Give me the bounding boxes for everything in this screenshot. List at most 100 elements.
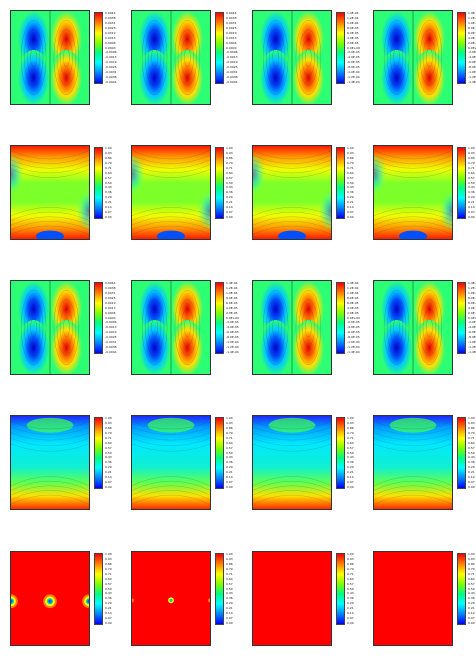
colorbar-tick-label: 0.0013 (105, 305, 116, 310)
colorbar-tick-label: 0.07 (347, 616, 354, 621)
colorbar-tick-label: -1.4E-04 (468, 80, 476, 84)
colorbar-tick-label: 0.43 (105, 455, 112, 460)
colorbar-tick-label: -0.0019 (105, 60, 117, 65)
colorbar-tick-label: -0.0038 (105, 345, 117, 350)
colorbar-tick-label: 0.21 (347, 470, 354, 475)
colorbar-tick-label: 0.00 (226, 215, 233, 219)
colorbar-tick-label: 0.0019 (226, 30, 237, 35)
colorbar-tick-label: 0.79 (105, 160, 112, 165)
colorbar-tick-label: -0.0019 (105, 330, 117, 335)
colorbar-tick-label: 0.0025 (105, 295, 116, 300)
colorbar-tick-label: 0.00 (468, 485, 475, 489)
colorbar-tick-label: 0.71 (347, 165, 354, 170)
contour-field (374, 552, 452, 645)
colorbar-tick-label: -2.0E-05 (468, 320, 476, 325)
colorbar-tick-label: -1.2E-04 (347, 75, 360, 80)
colorbar-tick-label: 0.14 (226, 475, 233, 480)
colorbar-legend (215, 147, 224, 219)
panel-r1-c1: 0.0044 0.0038 0.0031 0.0025 0.0019 0.0013 0.00… (10, 10, 122, 105)
colorbar-tick-label: 0.0000 (105, 45, 116, 50)
colorbar-tick-label: 1.2E-04 (347, 15, 359, 20)
contour-plot (373, 280, 453, 375)
panel-r2-c4: 1.00 0.93 0.86 0.79 0.71 0.64 0.57 0.50 0.43 0.36… (373, 145, 476, 240)
panel-r3-c4: 1.4E-041.2E-041.0E-048.0E-056.0E-054.0E-… (373, 280, 476, 375)
colorbar-legend (215, 282, 224, 354)
colorbar-tick-label: 0.71 (226, 435, 233, 440)
colorbar-tick-label: -8.0E-05 (226, 335, 239, 340)
contour-plot (252, 145, 332, 240)
colorbar-tick-label: 0.93 (468, 150, 475, 155)
colorbar-tick-label: 0.50 (226, 450, 233, 455)
colorbar-tick-label: 0.64 (347, 440, 354, 445)
colorbar-tick-label: 0.36 (347, 596, 354, 601)
colorbar-tick-label: 0.07 (347, 480, 354, 485)
colorbar-tick-label: 0.64 (105, 440, 112, 445)
colorbar-tick-label: 2.0E-05 (226, 310, 238, 315)
colorbar-legend (457, 282, 466, 354)
contour-field (253, 416, 331, 509)
colorbar-tick-label: -0.0044 (226, 80, 238, 84)
colorbar-tick-label: 0.43 (347, 455, 354, 460)
colorbar-tick-label: 0.36 (226, 460, 233, 465)
colorbar-tick-label: 0.43 (468, 455, 475, 460)
colorbar-tick-label: 0.00 (468, 215, 475, 219)
colorbar-tick-label: 0.21 (347, 200, 354, 205)
colorbar-tick-label: 1.00 (347, 146, 354, 150)
panel-r2-c2: 1.00 0.93 0.86 0.79 0.71 0.64 0.57 0.50 0.43 0.36… (131, 145, 243, 240)
colorbar-tick-label: 0.79 (347, 430, 354, 435)
colorbar-tick-label: 0.0031 (105, 20, 116, 25)
colorbar-tick-label: 0.64 (347, 576, 354, 581)
colorbar-tick-label: 0.71 (468, 435, 475, 440)
colorbar-tick-label: -1.4E-04 (347, 80, 360, 84)
colorbar-tick-label: -6.0E-05 (347, 330, 360, 335)
colorbar-tick-label: -4.0E-05 (347, 325, 360, 330)
colorbar-tick-label: 0.64 (347, 170, 354, 175)
colorbar-tick-label: -1.0E-04 (226, 340, 239, 345)
colorbar-tick-label: 0.43 (105, 591, 112, 596)
colorbar-tick-label: 0.79 (468, 430, 475, 435)
colorbar-tick-label: 0.07 (226, 210, 233, 215)
colorbar-tick-label: 0.57 (468, 581, 475, 586)
colorbar-tick-label: 0.93 (226, 420, 233, 425)
contour-plot (10, 415, 90, 510)
colorbar-tick-label: -4.0E-05 (468, 325, 476, 330)
colorbar-tick-label: 1.0E-04 (347, 290, 359, 295)
colorbar-legend (336, 147, 345, 219)
colorbar-tick-label: 0.21 (468, 470, 475, 475)
colorbar-tick-label: 0.29 (347, 195, 354, 200)
colorbar-tick-label: 1.00 (226, 146, 233, 150)
colorbar-tick-label: 2.0E-05 (468, 310, 476, 315)
contour-field (132, 281, 210, 374)
colorbar-tick-label: -8.0E-05 (468, 65, 476, 70)
colorbar-tick-label: -1.4E-04 (468, 350, 476, 354)
colorbar-tick-label: 0.07 (105, 616, 112, 621)
colorbar-tick-label: 0.14 (105, 475, 112, 480)
colorbar-tick-label: 1.00 (105, 552, 112, 556)
contour-field (11, 146, 89, 239)
contour-field (374, 146, 452, 239)
colorbar-tick-label: -0.0025 (226, 65, 238, 70)
colorbar-legend (336, 12, 345, 84)
colorbar-tick-label: -0.0031 (105, 70, 117, 75)
colorbar-tick-label: -1.0E-04 (347, 340, 360, 345)
colorbar-tick-label: -2.0E-05 (226, 320, 239, 325)
colorbar-tick-label: 0.50 (347, 180, 354, 185)
colorbar-tick-label: -0.0006 (226, 50, 238, 55)
colorbar-tick-label: 0.0000 (105, 315, 116, 320)
colorbar-tick-label: 0.64 (105, 170, 112, 175)
colorbar-tick-label: 0.0038 (105, 15, 116, 20)
contour-plot (373, 145, 453, 240)
colorbar-tick-label: 0.79 (105, 566, 112, 571)
colorbar-tick-label: 0.07 (226, 616, 233, 621)
colorbar-tick-label: 4.0E-05 (468, 35, 476, 40)
colorbar-tick-label: 2.0E-05 (347, 40, 359, 45)
panel-r4-c2: 1.00 0.93 0.86 0.79 0.71 0.64 0.57 0.50 0.43 0.36… (131, 415, 243, 510)
colorbar-legend (336, 282, 345, 354)
colorbar-tick-label: 0.14 (347, 475, 354, 480)
contour-plot (131, 145, 211, 240)
colorbar-tick-label: -1.2E-04 (347, 345, 360, 350)
colorbar-tick-label: 0.57 (468, 175, 475, 180)
colorbar-tick-label: -0.0006 (105, 50, 117, 55)
colorbar-tick-label: 0.36 (347, 190, 354, 195)
